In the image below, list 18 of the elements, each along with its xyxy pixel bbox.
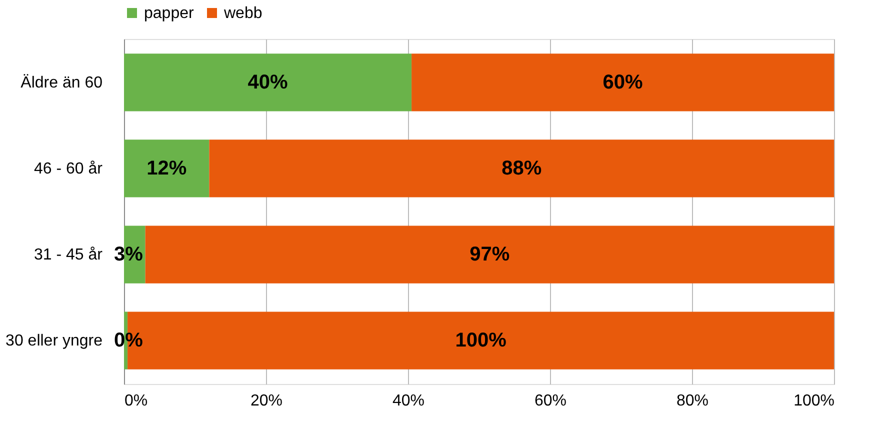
y-tick-label: Äldre än 60 <box>20 73 103 92</box>
x-tick-label: 80% <box>676 392 709 410</box>
x-tick-label: 40% <box>392 392 425 410</box>
x-tick-label: 20% <box>250 392 283 410</box>
legend-label: papper <box>144 5 194 22</box>
y-tick-label: 46 - 60 år <box>34 160 104 178</box>
data-label: 97% <box>470 244 510 266</box>
data-label: 40% <box>248 71 288 94</box>
y-tick-label: 31 - 45 år <box>34 246 104 264</box>
data-label: 60% <box>602 71 644 94</box>
data-label: 12% <box>146 157 187 180</box>
data-label: 88% <box>502 157 542 180</box>
x-tick-label: 100% <box>794 392 834 410</box>
x-tick-label: 60% <box>534 392 567 410</box>
legend-label: webb <box>223 5 262 22</box>
y-tick-label: 30 eller yngre <box>6 332 103 350</box>
x-tick-label: 0% <box>124 392 148 410</box>
data-label: 100% <box>455 330 507 352</box>
